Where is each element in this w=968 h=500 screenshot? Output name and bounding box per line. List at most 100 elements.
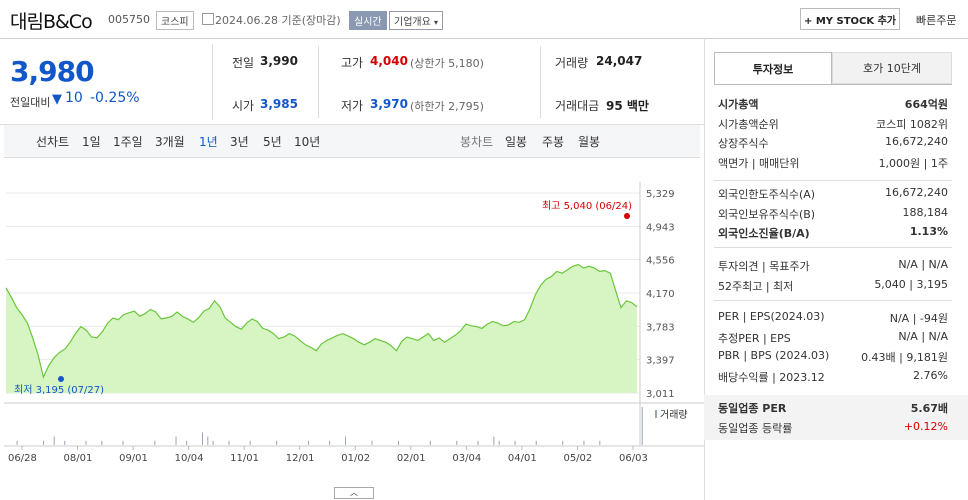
x-tick-label: 02/01 [397, 453, 426, 464]
invest-row-value: 16,672,240 [885, 135, 948, 148]
price-chart[interactable]: 5,329 4,943 4,556 4,170 3,783 3,397 3,011 06/2… [0, 160, 704, 500]
x-tick-label: 05/02 [563, 453, 592, 464]
high-value: 4,040 [370, 54, 408, 68]
invest-row-value: 1,000원 | 1주 [878, 156, 948, 170]
divider [714, 247, 952, 248]
invest-row: 액면가 | 매매단위 1,000원 | 1주 [718, 155, 948, 171]
down-arrow-icon: ▼ [52, 92, 62, 107]
invest-row-value: N/A | -94원 [889, 312, 948, 325]
industry-box [704, 395, 968, 440]
period-selector [4, 125, 700, 158]
volume-value: 24,047 [596, 54, 643, 68]
open-value: 3,985 [260, 97, 298, 111]
period-1w[interactable]: 1주일 [113, 135, 143, 149]
invest-row: 외국인한도주식수(A) 16,672,240 [718, 186, 948, 202]
company-name[interactable]: 대림B&Co [10, 11, 93, 33]
candle-daily[interactable]: 일봉 [505, 135, 528, 149]
invest-row-value: 664억원 [904, 98, 948, 111]
invest-row-label: 시가총액 [718, 98, 759, 111]
volume-bar [122, 440, 124, 445]
volume-bar [249, 440, 251, 445]
volume-label: 거래량 [555, 56, 589, 70]
line-chart-label: 선차트 [36, 135, 70, 149]
volume-bar [43, 440, 45, 445]
current-price: 3,980 [10, 55, 95, 88]
invest-row-value: 188,184 [902, 205, 949, 219]
volume-bar [498, 440, 500, 445]
invest-row-label: 배당수익률 | 2023.12 [718, 370, 825, 384]
divider [212, 44, 213, 120]
tab-orderbook[interactable]: 호가 10단계 [832, 52, 952, 84]
x-tick-label: 03/04 [452, 453, 481, 464]
invest-row: PER | EPS(2024.03) N/A | -94원 [718, 310, 948, 326]
divider [714, 300, 952, 301]
y-tick-label: 4,943 [646, 222, 675, 233]
change-percent: -0.25% [90, 90, 140, 106]
candle-weekly[interactable]: 주봉 [542, 135, 565, 149]
candle-monthly[interactable]: 월봉 [578, 135, 601, 149]
period-3y[interactable]: 3년 [230, 135, 249, 149]
period-1y[interactable]: 1년 [199, 135, 218, 149]
x-tick-label: 08/01 [64, 453, 93, 464]
invest-row-value: 2.76% [913, 368, 948, 382]
volume-bar [477, 440, 479, 445]
volume-bar [212, 440, 214, 445]
volume-bar [202, 432, 204, 445]
change-value: 10 [65, 90, 83, 106]
chevron-up-icon: ︿ [350, 488, 358, 497]
high-marker [624, 213, 630, 219]
volume-bar [307, 440, 309, 445]
divider [714, 180, 952, 181]
period-10y[interactable]: 10년 [294, 135, 321, 149]
invest-row-value: 5.67배 [910, 402, 948, 415]
volume-bar [398, 440, 400, 445]
invest-row-label: 동일업종 PER [718, 402, 787, 415]
company-overview-dropdown[interactable]: 기업개요 ▾ [389, 11, 444, 30]
period-5y[interactable]: 5년 [263, 135, 282, 149]
y-tick-label: 3,011 [646, 389, 675, 400]
invest-row-value: 5,040 | 3,195 [874, 277, 948, 291]
y-tick-label: 4,170 [646, 289, 675, 300]
period-3m[interactable]: 3개월 [155, 135, 185, 149]
period-1d[interactable]: 1일 [82, 135, 101, 149]
invest-row-value: 1.13% [909, 225, 948, 238]
volume-bar [583, 440, 585, 445]
low-label: 최저 3,195 (07/27) [14, 384, 104, 396]
y-tick-label: 3,397 [646, 356, 675, 367]
trade-value-label: 거래대금 [555, 99, 600, 113]
volume-bar [53, 436, 55, 445]
volume-bar [429, 440, 431, 445]
tab-invest-info[interactable]: 투자정보 [714, 52, 832, 84]
prev-close-label: 전일 [232, 56, 255, 70]
volume-bar [514, 440, 516, 445]
divider [318, 46, 319, 118]
price-area [6, 264, 637, 393]
high-label: 고가 [341, 56, 364, 70]
invest-row: 외국인소진율(B/A) 1.13% [718, 225, 948, 241]
invest-row-label: 외국인보유주식수(B) [718, 207, 816, 221]
realtime-button[interactable]: 실시간 [349, 11, 387, 30]
invest-row-value: N/A | N/A [898, 258, 948, 271]
volume-bar [16, 440, 18, 445]
prev-close-value: 3,990 [260, 54, 298, 68]
x-tick-label: 09/01 [119, 453, 148, 464]
volume-bar [345, 436, 347, 445]
volume-bar [371, 440, 373, 445]
price-line [5, 263, 638, 379]
volume-bar [329, 440, 331, 445]
stock-header [0, 0, 968, 39]
invest-row-value: 16,672,240 [885, 186, 948, 199]
candle-chart-label: 봉차트 [460, 135, 494, 149]
volume-bar [85, 440, 87, 445]
add-my-stock-button[interactable]: + MY STOCK 추가 [800, 8, 900, 30]
quick-order-button[interactable]: 빠른주문 [916, 14, 957, 27]
volume-bar [599, 440, 601, 445]
invest-row: 외국인보유주식수(B) 188,184 [718, 206, 948, 222]
volume-bar [175, 436, 177, 445]
invest-row: 52주최고 | 최저 5,040 | 3,195 [718, 278, 948, 294]
low-value: 3,970 [370, 97, 408, 111]
volume-bar [207, 436, 209, 445]
invest-row-value: +0.12% [903, 419, 948, 433]
invest-row: 추정PER | EPS N/A | N/A [718, 330, 948, 346]
collapse-chart-button[interactable]: ︿ [334, 487, 374, 499]
